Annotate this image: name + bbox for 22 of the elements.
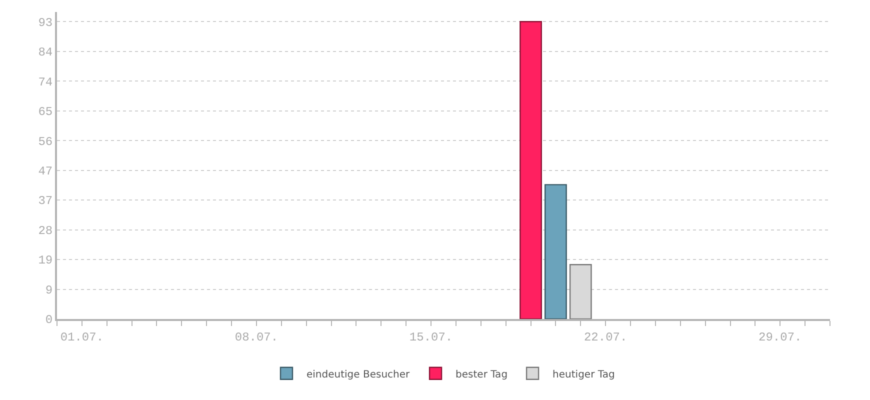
legend-label: eindeutige Besucher bbox=[306, 369, 411, 380]
bar bbox=[544, 184, 567, 319]
y-tick-label: 74 bbox=[38, 75, 53, 90]
y-tick-label: 84 bbox=[38, 46, 53, 60]
legend-label: heutiger Tag bbox=[552, 369, 615, 380]
x-tick-label: 01.07. bbox=[60, 330, 104, 344]
x-tick-label: 08.07. bbox=[234, 330, 278, 344]
x-tick-label: 29.07. bbox=[758, 330, 802, 344]
y-tick-label: 56 bbox=[38, 134, 53, 149]
y-tick-label: 47 bbox=[38, 164, 53, 178]
bar bbox=[569, 264, 592, 319]
y-tick-label: 65 bbox=[38, 105, 53, 120]
y-tick-label: 19 bbox=[38, 254, 53, 268]
y-tick-label: 0 bbox=[45, 313, 53, 328]
bar bbox=[520, 20, 542, 319]
legend-label: bester Tag bbox=[456, 369, 508, 380]
y-tick-label: 28 bbox=[38, 224, 53, 238]
y-tick-label: 9 bbox=[45, 283, 53, 298]
y-tick-label: 93 bbox=[38, 16, 53, 30]
x-tick-label: 15.07. bbox=[409, 330, 453, 344]
x-tick-label: 22.07. bbox=[584, 330, 628, 344]
y-tick-label: 37 bbox=[38, 194, 53, 208]
